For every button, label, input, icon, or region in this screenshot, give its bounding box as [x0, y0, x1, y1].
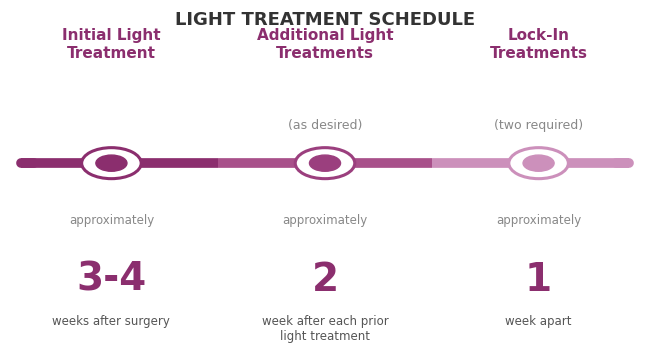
Text: 2: 2	[311, 261, 339, 299]
Text: week after each prior
light treatment: week after each prior light treatment	[261, 315, 389, 343]
Circle shape	[82, 148, 141, 179]
Text: 3-4: 3-4	[76, 261, 146, 299]
Circle shape	[523, 155, 554, 171]
Text: Initial Light
Treatment: Initial Light Treatment	[62, 28, 161, 61]
Text: LIGHT TREATMENT SCHEDULE: LIGHT TREATMENT SCHEDULE	[175, 12, 475, 30]
Circle shape	[295, 148, 355, 179]
Text: approximately: approximately	[496, 214, 581, 227]
Circle shape	[309, 155, 341, 171]
Text: Lock-In
Treatments: Lock-In Treatments	[489, 28, 588, 61]
Text: weeks after surgery: weeks after surgery	[53, 315, 170, 328]
Text: Additional Light
Treatments: Additional Light Treatments	[257, 28, 393, 61]
Circle shape	[96, 155, 127, 171]
Text: 1: 1	[525, 261, 552, 299]
Circle shape	[509, 148, 568, 179]
Text: approximately: approximately	[69, 214, 154, 227]
Text: approximately: approximately	[282, 214, 368, 227]
Text: week apart: week apart	[505, 315, 572, 328]
Text: (as desired): (as desired)	[288, 119, 362, 132]
Text: (two required): (two required)	[494, 119, 583, 132]
